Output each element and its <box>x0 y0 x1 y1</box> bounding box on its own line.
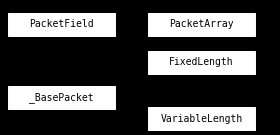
FancyBboxPatch shape <box>148 13 255 36</box>
Text: PacketArray: PacketArray <box>169 19 234 29</box>
Text: PacketField: PacketField <box>29 19 94 29</box>
FancyBboxPatch shape <box>8 86 115 109</box>
FancyBboxPatch shape <box>148 107 255 130</box>
Text: _BasePacket: _BasePacket <box>29 92 94 103</box>
Text: VariableLength: VariableLength <box>160 114 243 124</box>
FancyBboxPatch shape <box>8 13 115 36</box>
FancyBboxPatch shape <box>148 51 255 74</box>
Text: FixedLength: FixedLength <box>169 57 234 67</box>
